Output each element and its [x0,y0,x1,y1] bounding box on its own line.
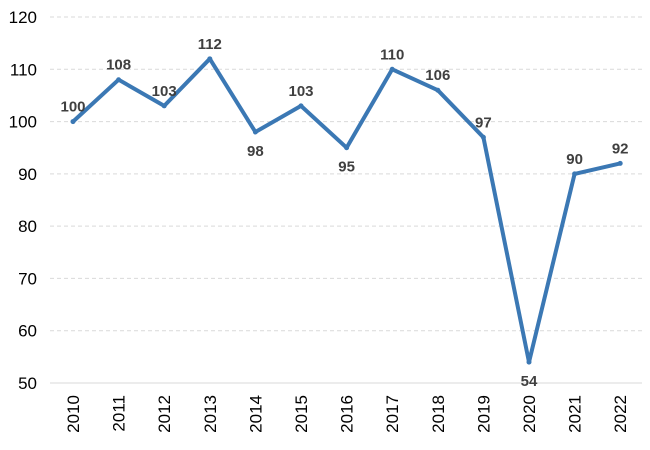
x-tick-label: 2011 [110,395,129,432]
x-tick-label: 2010 [64,395,83,433]
y-tick-label: 90 [18,165,37,184]
data-point [207,56,213,62]
data-label: 103 [152,83,177,100]
data-label: 108 [106,57,131,74]
y-axis-ticks: 50 60 70 80 90 100 110 120 [9,8,37,393]
data-label: 90 [566,151,583,168]
x-tick-label: 2022 [611,395,630,433]
series-layer [70,56,623,365]
gridlines [50,16,642,384]
y-tick-label: 110 [10,60,37,79]
x-tick-label: 2020 [520,395,539,433]
x-tick-label: 2013 [201,395,220,433]
data-point [116,77,122,83]
data-labels: 100 108 103 112 98 103 95 110 106 97 54 90 92 [60,36,628,390]
x-tick-label: 2021 [566,395,585,433]
data-point [70,119,76,125]
y-tick-label: 120 [9,8,37,27]
data-point [389,66,395,72]
data-point [572,171,578,177]
data-label: 97 [475,114,492,131]
x-tick-label: 2015 [292,395,311,433]
data-point [435,87,441,93]
data-label: 110 [380,46,404,63]
data-point [298,103,304,109]
x-tick-label: 2018 [429,395,448,433]
data-point [526,359,532,365]
data-label: 92 [612,140,629,157]
data-label: 54 [521,373,538,390]
y-tick-label: 50 [18,374,37,393]
data-point [161,103,167,109]
data-label: 103 [288,83,313,100]
x-axis-ticks: 2010 2011 2012 2013 2014 2015 2016 2017 2018 2019… [64,395,630,433]
x-tick-label: 2019 [474,395,493,433]
x-tick-label: 2017 [383,395,402,433]
x-tick-label: 2012 [155,395,174,433]
y-tick-label: 60 [18,322,37,341]
y-tick-label: 100 [9,113,37,132]
data-point [252,129,258,135]
y-tick-label: 70 [18,269,37,288]
data-label: 100 [60,99,85,116]
data-label: 106 [425,67,450,84]
x-tick-label: 2016 [338,395,357,433]
x-tick-label: 2014 [246,395,265,433]
y-tick-label: 80 [18,217,37,236]
data-point [480,134,486,140]
data-label: 95 [338,159,355,176]
data-label: 112 [198,36,222,53]
data-point [344,145,350,151]
data-label: 98 [247,143,264,160]
data-point [617,160,623,166]
series-line [71,56,623,365]
